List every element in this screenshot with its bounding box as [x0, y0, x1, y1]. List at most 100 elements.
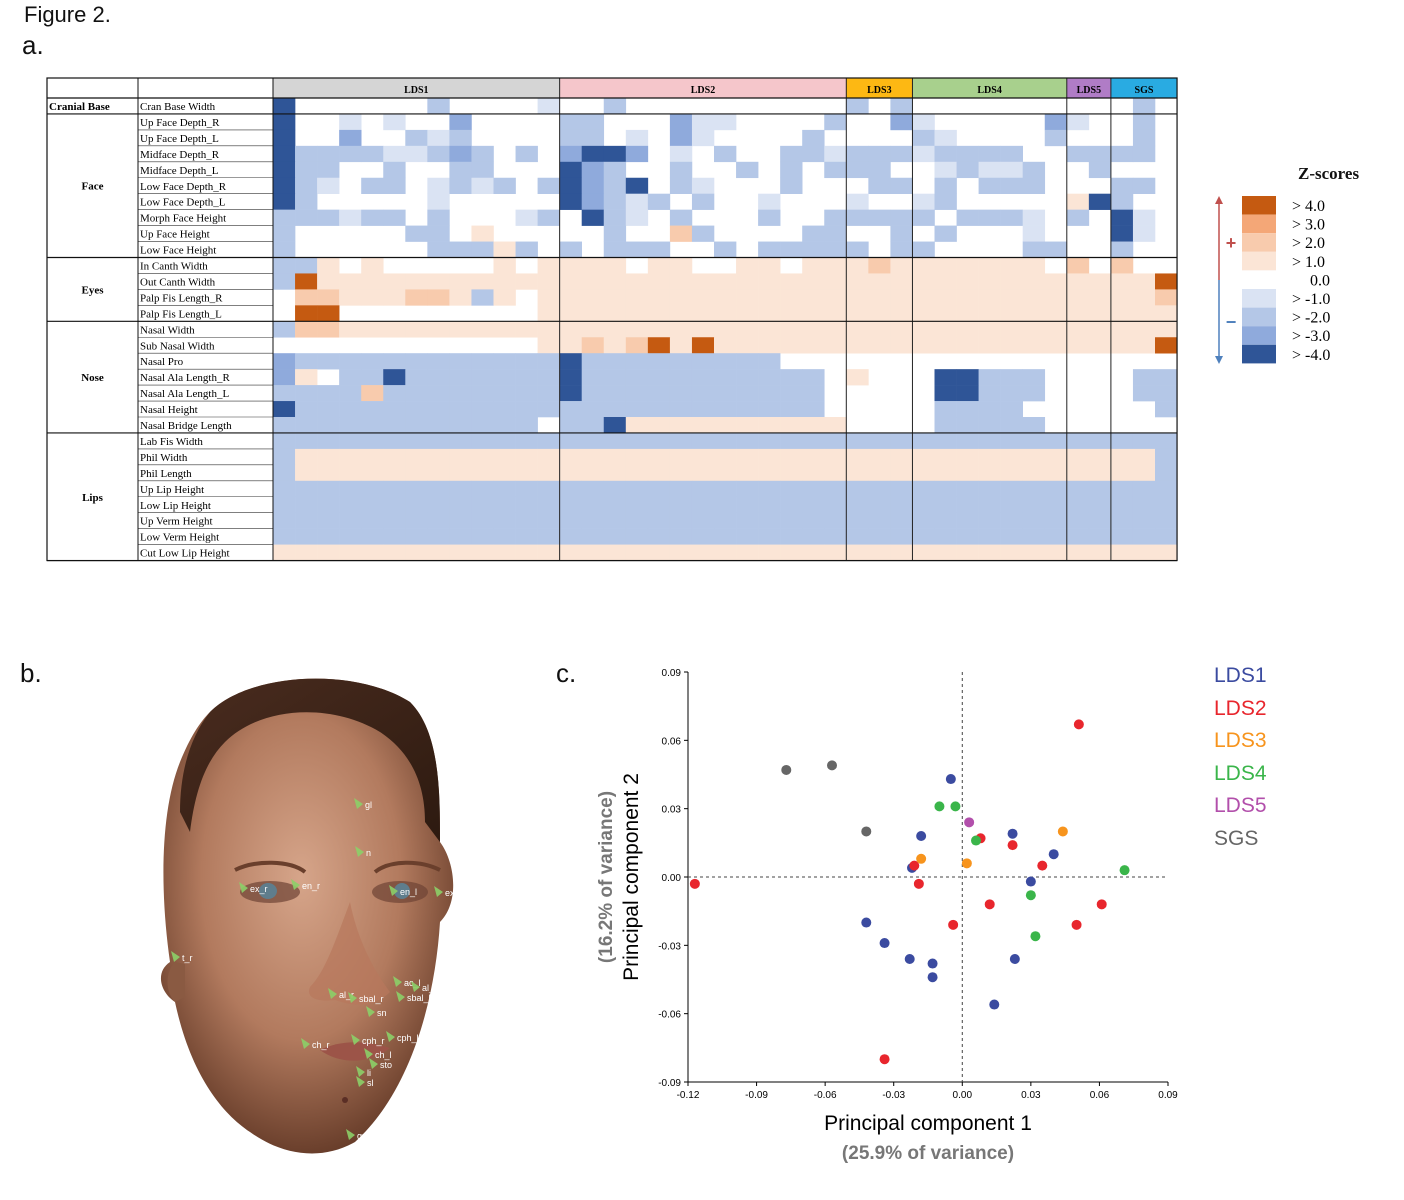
- heatmap-cell: [978, 496, 1001, 513]
- x-tick-label: 0.03: [1021, 1090, 1041, 1101]
- heatmap-cell: [647, 337, 671, 354]
- heatmap-cell: [934, 480, 957, 498]
- heatmap-cell: [824, 496, 847, 513]
- row-label: Low Verm Height: [140, 532, 219, 544]
- heatmap-cell: [1088, 528, 1112, 545]
- heatmap-cell: [295, 512, 318, 529]
- heatmap-cell: [405, 464, 428, 482]
- heatmap-cell: [978, 464, 1001, 482]
- heatmap-cell: [714, 369, 737, 386]
- heatmap-cell: [449, 464, 472, 482]
- heatmap-cell: [669, 385, 693, 402]
- heatmap-cell: [493, 480, 516, 498]
- heatmap-cell: [669, 448, 693, 466]
- landmark-marker: [411, 981, 420, 992]
- scale-label: > -2.0: [1292, 310, 1330, 327]
- data-point-lds4: [1025, 890, 1036, 901]
- heatmap-cell: [581, 257, 605, 274]
- heatmap-cell: [1000, 464, 1023, 482]
- landmark-label: gl: [365, 800, 372, 810]
- heatmap-cell: [956, 385, 979, 402]
- heatmap-cell: [515, 241, 538, 258]
- heatmap-cell: [868, 305, 891, 322]
- heatmap-cell: [669, 305, 693, 322]
- heatmap-cell: [934, 273, 957, 290]
- heatmap-cell: [669, 145, 693, 163]
- heatmap-cell: [846, 480, 869, 498]
- row-label: Up Verm Height: [140, 516, 213, 528]
- heatmap-cell: [581, 496, 605, 513]
- heatmap-cell: [427, 480, 450, 498]
- heatmap-cell: [1066, 432, 1090, 450]
- heatmap-cell: [581, 193, 605, 210]
- heatmap-cell: [956, 305, 979, 322]
- heatmap-cell: [802, 289, 825, 306]
- heatmap-cell: [890, 209, 913, 226]
- heatmap-cell: [1000, 257, 1023, 274]
- heatmap-cell: [625, 321, 649, 338]
- heatmap-cell: [273, 464, 296, 482]
- heatmap-cell: [383, 385, 406, 402]
- heatmap-cell: [669, 225, 693, 242]
- heatmap-cell: [427, 512, 450, 529]
- data-point-lds4: [1119, 865, 1130, 876]
- heatmap-cell: [1155, 337, 1178, 354]
- heatmap-cell: [802, 448, 825, 466]
- row-label: Sub Nasal Width: [140, 340, 215, 352]
- scale-swatch: [1242, 196, 1276, 215]
- heatmap-cell: [273, 369, 296, 386]
- heatmap-cell: [890, 241, 913, 258]
- row-label: Up Face Height: [140, 229, 210, 241]
- heatmap-cell: [736, 257, 759, 274]
- heatmap-cell: [780, 321, 803, 338]
- heatmap-cell: [912, 305, 935, 322]
- heatmap-cell: [559, 193, 582, 210]
- heatmap-cell: [339, 113, 362, 131]
- heatmap-cell: [647, 496, 671, 513]
- row-label: Phil Width: [140, 452, 188, 464]
- heatmap-cell: [471, 401, 494, 418]
- heatmap-cell: [780, 544, 803, 561]
- heatmap-cell: [449, 401, 472, 418]
- heatmap-cell: [317, 544, 340, 561]
- row-label: Nasal Ala Length_L: [140, 388, 229, 400]
- heatmap-cell: [295, 480, 318, 498]
- heatmap-cell: [515, 273, 538, 290]
- data-point-lds2: [1007, 840, 1018, 851]
- data-point-lds1: [927, 958, 938, 969]
- heatmap-cell: [361, 528, 384, 545]
- heatmap-cell: [647, 464, 671, 482]
- zscore-heatmap: LDS1 LDS2 LDS3 LDS4 LDS5 SGS Cran Base Width Up…: [46, 77, 1330, 562]
- heatmap-cell: [515, 369, 538, 386]
- landmark-label: en_r: [302, 881, 320, 891]
- heatmap-cell: [758, 257, 781, 274]
- heatmap-cell: [427, 432, 450, 450]
- heatmap-cell: [427, 369, 450, 386]
- heatmap-cell: [361, 273, 384, 290]
- heatmap-cell: [493, 273, 516, 290]
- heatmap-cell: [537, 544, 560, 561]
- heatmap-cell: [625, 273, 649, 290]
- heatmap-cell: [714, 528, 737, 545]
- legend-lds2: LDS2: [1214, 696, 1267, 720]
- heatmap-cell: [1155, 321, 1178, 338]
- heatmap-cell: [1132, 305, 1156, 322]
- heatmap-cell: [1000, 496, 1023, 513]
- heatmap-cell: [647, 512, 671, 529]
- heatmap-cell: [559, 496, 582, 513]
- heatmap-cell: [868, 464, 891, 482]
- heatmap-cell: [383, 145, 406, 163]
- scale-swatch: [1242, 233, 1276, 252]
- landmark-marker: [171, 951, 180, 962]
- heatmap-cell: [625, 401, 649, 418]
- heatmap-cell: [669, 337, 693, 354]
- heatmap-cell: [493, 448, 516, 466]
- scale-label: > 2.0: [1292, 235, 1325, 252]
- heatmap-cell: [559, 401, 582, 418]
- heatmap-cell: [449, 161, 472, 179]
- heatmap-cell: [780, 417, 803, 434]
- heatmap-cell: [1110, 193, 1134, 210]
- row-label: Cut Low Lip Height: [140, 548, 230, 560]
- landmark-marker: [356, 1066, 365, 1077]
- heatmap-cell: [1022, 496, 1046, 513]
